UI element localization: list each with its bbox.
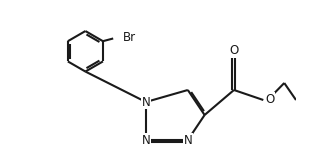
Text: N: N <box>142 96 151 109</box>
Text: N: N <box>142 134 151 147</box>
Text: Br: Br <box>123 31 136 44</box>
Text: N: N <box>184 134 193 147</box>
Text: O: O <box>265 93 275 106</box>
Text: O: O <box>229 44 239 58</box>
